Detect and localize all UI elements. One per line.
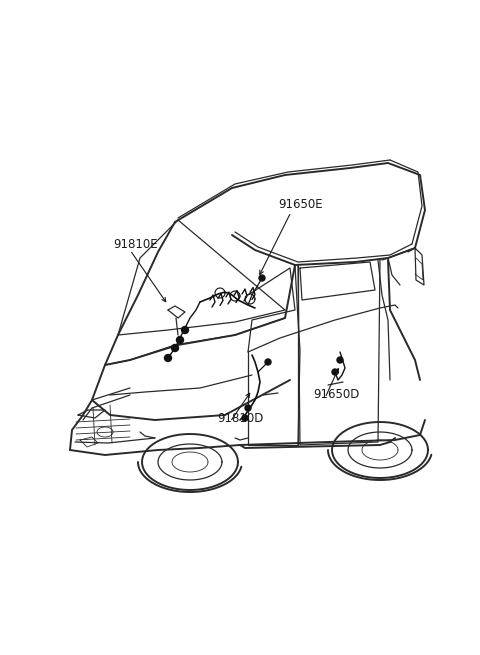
Circle shape: [177, 337, 183, 343]
Circle shape: [259, 275, 265, 281]
Circle shape: [332, 369, 338, 375]
Circle shape: [181, 326, 189, 333]
Text: 91810D: 91810D: [217, 412, 264, 425]
Circle shape: [242, 415, 248, 421]
Circle shape: [265, 359, 271, 365]
Text: 91650D: 91650D: [313, 388, 360, 401]
Circle shape: [165, 354, 171, 362]
Circle shape: [245, 405, 251, 411]
Text: 91810E: 91810E: [113, 238, 157, 251]
Text: 91650E: 91650E: [278, 198, 323, 211]
Circle shape: [171, 345, 179, 352]
Circle shape: [337, 357, 343, 363]
